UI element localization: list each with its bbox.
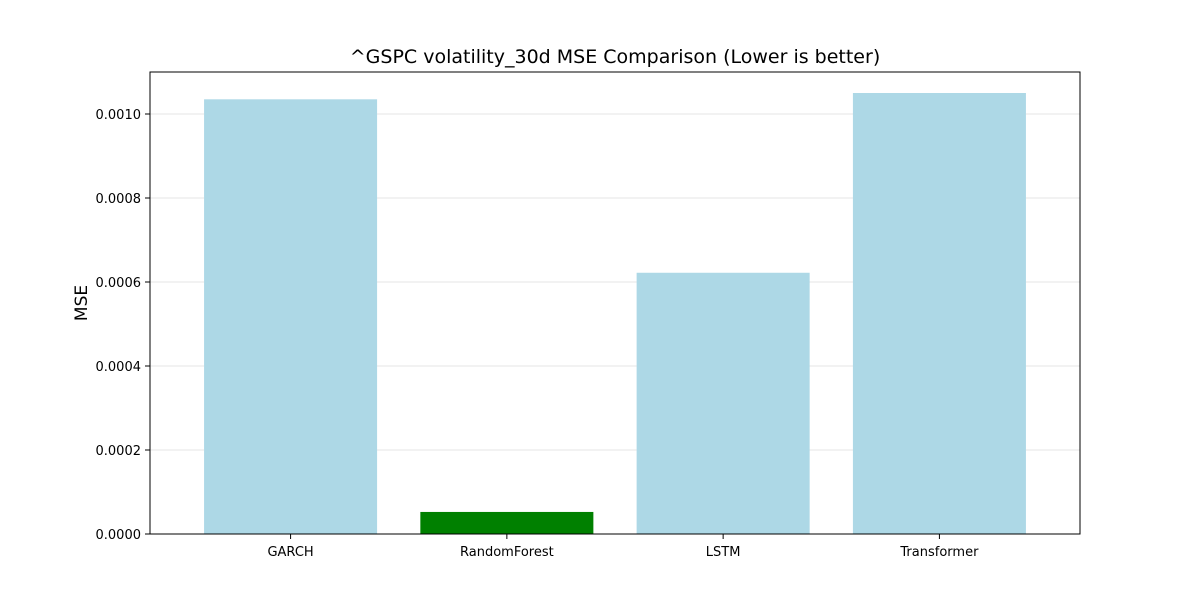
x-tick-label: RandomForest xyxy=(460,545,554,560)
bar-lstm xyxy=(636,272,810,534)
bars xyxy=(204,93,1026,535)
y-tick-label: 0.0006 xyxy=(96,276,142,291)
bar-randomforest xyxy=(420,511,594,534)
chart-title: ^GSPC volatility_30d MSE Comparison (Low… xyxy=(350,46,880,68)
y-axis-label: MSE xyxy=(72,285,92,321)
x-tick-label: GARCH xyxy=(267,545,313,560)
y-tick-label: 0.0004 xyxy=(96,360,142,375)
x-axis-ticks: GARCH RandomForest LSTM Transformer xyxy=(267,534,979,560)
y-tick-label: 0.0008 xyxy=(96,192,142,207)
x-tick-label: LSTM xyxy=(706,545,741,560)
x-tick-label: Transformer xyxy=(899,545,979,560)
y-tick-label: 0.0010 xyxy=(96,108,142,123)
bar-garch xyxy=(204,99,378,535)
y-axis-ticks: 0.0000 0.0002 0.0004 0.0006 0.0008 0.0010 xyxy=(96,108,150,543)
bar-transformer xyxy=(852,93,1026,534)
plot-frame xyxy=(149,71,1081,535)
y-tick-label: 0.0002 xyxy=(96,444,142,459)
y-tick-label: 0.0000 xyxy=(96,528,142,543)
